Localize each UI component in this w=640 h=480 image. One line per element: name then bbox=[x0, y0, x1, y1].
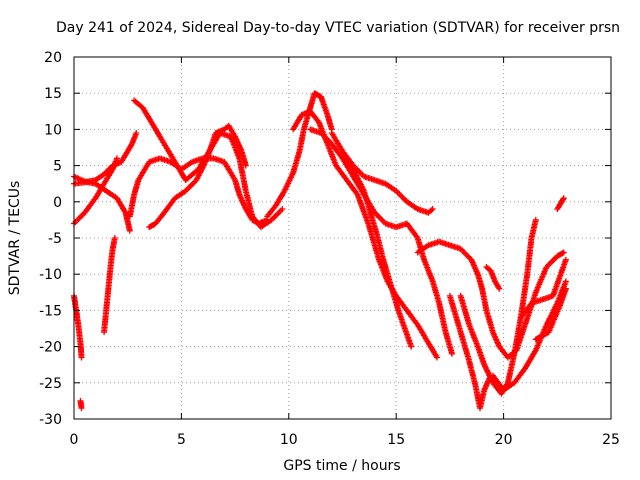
series-markers bbox=[77, 397, 85, 412]
x-tick-label: 25 bbox=[602, 432, 620, 448]
series-markers bbox=[290, 108, 440, 361]
series-markers bbox=[264, 90, 335, 220]
x-tick-label: 5 bbox=[177, 432, 186, 448]
series-track-r bbox=[483, 264, 503, 292]
y-tick-label: 20 bbox=[44, 50, 62, 66]
series-markers bbox=[483, 264, 503, 292]
series-markers bbox=[554, 195, 567, 212]
series-track-j bbox=[264, 90, 335, 220]
y-tick-label: 15 bbox=[44, 86, 62, 102]
series-markers bbox=[446, 292, 494, 412]
x-axis-label: GPS time / hours bbox=[283, 458, 400, 474]
x-tick-label: 15 bbox=[387, 432, 405, 448]
series-track-u bbox=[532, 285, 569, 343]
series-markers bbox=[457, 216, 539, 397]
x-tick-label: 20 bbox=[495, 432, 513, 448]
series-track-p bbox=[446, 292, 494, 412]
y-axis-label: SDTVAR / TECUs bbox=[7, 181, 23, 296]
data-points bbox=[71, 90, 569, 412]
y-tick-label: -5 bbox=[48, 231, 62, 247]
series-markers bbox=[146, 122, 249, 231]
series-track-n bbox=[339, 148, 436, 216]
series-markers bbox=[517, 256, 569, 321]
series-track-e bbox=[77, 397, 85, 412]
series-track-q bbox=[457, 216, 539, 397]
grid bbox=[74, 57, 611, 419]
y-tick-label: -30 bbox=[39, 412, 62, 428]
y-tick-label: 10 bbox=[44, 122, 62, 138]
y-tick-label: -15 bbox=[39, 303, 62, 319]
x-tick-label: 10 bbox=[280, 432, 298, 448]
y-tick-label: -20 bbox=[39, 340, 62, 356]
axes: 0 5 10 15 20 25 -30 -25 -20 -15 -10 -5 0 5 10 15 20 bbox=[39, 50, 620, 448]
series-markers bbox=[101, 235, 118, 336]
chart-title: Day 241 of 2024, Sidereal Day-to-day VTE… bbox=[56, 20, 620, 36]
series-track-f bbox=[101, 235, 118, 336]
series-track-l bbox=[290, 108, 440, 361]
y-tick-label: -25 bbox=[39, 376, 62, 392]
series-markers bbox=[532, 285, 569, 343]
x-tick-label: 0 bbox=[70, 432, 79, 448]
series-track-v bbox=[554, 195, 567, 212]
series-markers bbox=[339, 148, 436, 216]
series-track-i bbox=[146, 122, 249, 231]
y-tick-label: 0 bbox=[53, 195, 62, 211]
series-track-t bbox=[517, 256, 569, 321]
series-markers bbox=[307, 126, 455, 357]
y-tick-label: -10 bbox=[39, 267, 62, 283]
series-track-m bbox=[307, 126, 455, 357]
y-tick-label: 5 bbox=[53, 159, 62, 175]
